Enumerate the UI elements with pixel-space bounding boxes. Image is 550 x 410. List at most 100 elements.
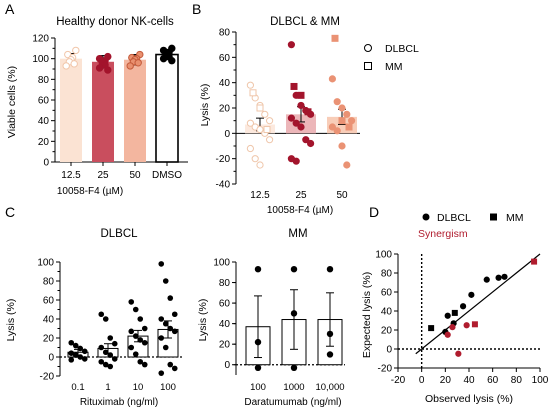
- chart-title: DLBCL & MM: [270, 16, 340, 28]
- data-point-dlbcl: [266, 117, 274, 125]
- bar: [60, 58, 82, 162]
- panel-label-d: D: [369, 204, 379, 220]
- data-point: [68, 339, 75, 346]
- x-tick-label: 0.1: [71, 382, 84, 393]
- y-tick-label: 120: [32, 34, 49, 45]
- y-tick-label: 0: [224, 129, 230, 140]
- legend-label: MM: [506, 212, 524, 224]
- data-point: [455, 350, 462, 357]
- data-point: [451, 309, 458, 316]
- data-point-dlbcl: [302, 136, 310, 144]
- y-tick-label: 80: [43, 277, 55, 288]
- data-point-dlbcl: [261, 110, 269, 118]
- data-point: [162, 344, 169, 351]
- y-tick-label: 80: [219, 278, 231, 289]
- data-point: [495, 274, 502, 281]
- x-tick-label: 40: [463, 375, 475, 386]
- y-axis-label: Viable cells (%): [6, 66, 18, 138]
- data-point-dlbcl: [338, 142, 346, 150]
- data-point: [171, 328, 178, 335]
- data-point-dlbcl: [256, 161, 264, 169]
- data-point: [444, 312, 451, 319]
- data-point: [159, 54, 168, 63]
- data-point: [171, 365, 178, 372]
- data-point-dlbcl: [256, 125, 264, 134]
- data-point-dlbcl: [328, 123, 336, 131]
- x-tick-label: 80: [511, 375, 523, 386]
- x-axis-label: 10058-F4 (µM): [267, 205, 333, 216]
- data-point: [290, 265, 298, 273]
- y-axis-label: Lysis (%): [197, 299, 209, 342]
- x-tick-label: 25: [97, 170, 109, 181]
- data-point: [98, 358, 105, 365]
- data-point: [107, 335, 114, 341]
- data-point: [471, 321, 478, 328]
- data-point: [158, 335, 165, 341]
- data-point: [137, 358, 144, 365]
- data-point: [70, 60, 78, 68]
- y-tick-label: 20: [381, 326, 393, 337]
- data-point: [290, 310, 298, 317]
- data-point: [81, 356, 88, 362]
- data-point: [162, 320, 169, 327]
- data-point: [158, 370, 165, 376]
- data-point: [104, 66, 112, 74]
- y-tick-label: 0: [48, 353, 54, 364]
- data-point: [62, 62, 70, 70]
- data-point-dlbcl: [292, 119, 300, 127]
- data-point: [111, 356, 118, 362]
- x-tick-label: 1: [105, 382, 110, 393]
- y-axis-label: Expected lysis (%): [361, 272, 373, 358]
- x-tick-label: 50: [336, 190, 348, 201]
- y-tick-label: -20: [216, 154, 231, 165]
- chart-title: DLBCL: [100, 228, 138, 240]
- chart-title: MM: [288, 228, 307, 240]
- data-point-dlbcl: [287, 41, 295, 49]
- data-point-dlbcl: [328, 75, 336, 83]
- data-point-mm: [345, 123, 353, 131]
- data-point-mm: [290, 82, 298, 90]
- y-tick-label: 80: [38, 75, 50, 86]
- y-tick-label: 80: [381, 269, 393, 280]
- data-point: [444, 331, 451, 338]
- data-point: [158, 261, 165, 267]
- data-point: [428, 325, 435, 332]
- data-point: [77, 345, 84, 352]
- y-tick-label: 40: [219, 78, 231, 89]
- legend-label: MM: [385, 61, 403, 73]
- identity-line: [415, 253, 541, 355]
- y-tick-label: 0: [386, 345, 392, 356]
- data-point: [134, 59, 142, 67]
- y-tick-label: 60: [43, 296, 55, 307]
- panel-label-b: B: [192, 1, 201, 17]
- data-point: [167, 295, 174, 301]
- bar: [92, 61, 114, 163]
- data-point: [81, 348, 88, 355]
- y-tick-label: 60: [219, 299, 231, 310]
- data-point: [95, 64, 104, 72]
- data-point: [171, 311, 178, 318]
- y-axis-label: Lysis (%): [5, 299, 17, 342]
- bar: [124, 59, 146, 163]
- data-point: [68, 357, 75, 363]
- data-point-mm: [256, 104, 264, 112]
- data-point: [326, 265, 334, 273]
- data-point: [326, 330, 334, 338]
- y-tick-label: 20: [43, 334, 55, 345]
- data-point-dlbcl: [338, 104, 346, 112]
- x-tick-label: 12.5: [250, 190, 270, 201]
- y-tick-label: 60: [381, 288, 393, 299]
- x-tick-label: 50: [129, 170, 141, 181]
- x-axis-label: Rituximab (ng/ml): [80, 397, 158, 408]
- data-point-dlbcl: [343, 110, 351, 118]
- x-tick-label: 12.5: [61, 170, 81, 181]
- y-tick-label: -40: [216, 180, 231, 191]
- data-point: [107, 363, 114, 370]
- data-point: [254, 338, 262, 346]
- data-point: [463, 322, 470, 329]
- y-tick-label: 80: [219, 28, 231, 39]
- y-tick-label: 100: [32, 54, 49, 65]
- data-point-dlbcl: [292, 157, 300, 165]
- data-point: [77, 354, 84, 360]
